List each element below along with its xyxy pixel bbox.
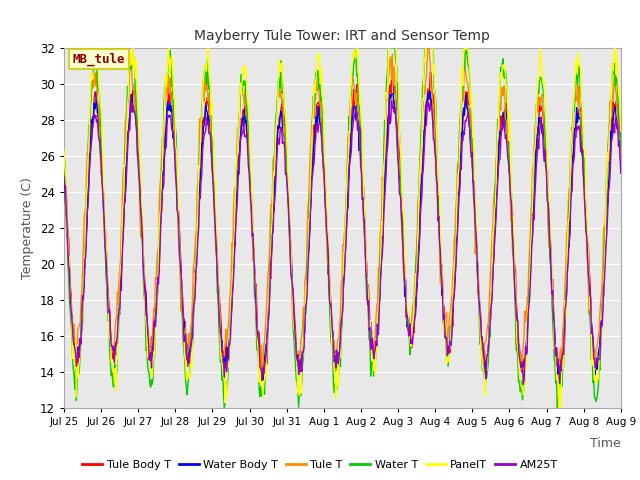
Legend: Tule Body T, Water Body T, Tule T, Water T, PanelT, AM25T: Tule Body T, Water Body T, Tule T, Water…: [78, 456, 562, 474]
Water T: [617, 145, 625, 151]
Tule T: [70, 321, 78, 327]
AM25T: [184, 355, 192, 360]
Tule T: [411, 278, 419, 284]
Tule T: [425, 36, 433, 42]
Line: Water Body T: Water Body T: [64, 90, 621, 386]
Line: PanelT: PanelT: [64, 12, 621, 409]
Water Body T: [411, 311, 419, 316]
PanelT: [428, 26, 435, 32]
Text: MB_tule: MB_tule: [72, 52, 125, 66]
Line: Tule T: Tule T: [64, 39, 621, 372]
PanelT: [557, 407, 564, 412]
AM25T: [70, 342, 78, 348]
PanelT: [70, 358, 78, 363]
AM25T: [127, 109, 135, 115]
Tule Body T: [214, 254, 221, 260]
Water Body T: [426, 87, 434, 93]
Line: AM25T: AM25T: [64, 100, 621, 384]
PanelT: [184, 370, 192, 375]
Water T: [411, 291, 419, 297]
Line: Water T: Water T: [64, 12, 621, 407]
Tule Body T: [410, 330, 418, 336]
PanelT: [410, 296, 418, 301]
Tule T: [214, 256, 221, 262]
PanelT: [60, 146, 68, 152]
AM25T: [617, 170, 625, 176]
Tule Body T: [481, 378, 489, 384]
Tule Body T: [184, 363, 192, 369]
AM25T: [60, 173, 68, 179]
Water T: [425, 10, 433, 15]
Water Body T: [60, 162, 68, 168]
Line: Tule Body T: Tule Body T: [64, 72, 621, 381]
Tule Body T: [426, 70, 434, 75]
Title: Mayberry Tule Tower: IRT and Sensor Temp: Mayberry Tule Tower: IRT and Sensor Temp: [195, 29, 490, 43]
Water Body T: [184, 341, 192, 347]
Water T: [127, 66, 135, 72]
AM25T: [388, 97, 396, 103]
Tule T: [332, 369, 339, 374]
Tule Body T: [617, 151, 625, 157]
Water Body T: [70, 356, 78, 362]
AM25T: [411, 314, 419, 320]
AM25T: [214, 272, 221, 278]
PanelT: [214, 254, 221, 260]
Water Body T: [617, 160, 625, 166]
PanelT: [127, 53, 135, 59]
PanelT: [426, 9, 433, 15]
Water T: [220, 404, 228, 410]
PanelT: [617, 129, 625, 134]
Water T: [60, 153, 68, 159]
Tule T: [184, 348, 192, 354]
AM25T: [520, 382, 527, 387]
Water Body T: [428, 96, 436, 102]
Tule T: [60, 158, 68, 164]
Tule Body T: [60, 147, 68, 153]
Water Body T: [214, 269, 221, 275]
Tule Body T: [70, 355, 78, 360]
Water Body T: [127, 104, 135, 110]
Tule Body T: [428, 70, 435, 76]
Water T: [70, 372, 78, 377]
Tule T: [428, 86, 436, 92]
Text: Time: Time: [590, 437, 621, 450]
Water Body T: [259, 384, 267, 389]
Water T: [428, 25, 436, 31]
Y-axis label: Temperature (C): Temperature (C): [21, 177, 35, 279]
Tule T: [127, 58, 135, 64]
Tule T: [617, 159, 625, 165]
AM25T: [428, 106, 435, 111]
Water T: [184, 381, 192, 386]
Tule Body T: [127, 92, 135, 97]
Water T: [214, 290, 221, 296]
